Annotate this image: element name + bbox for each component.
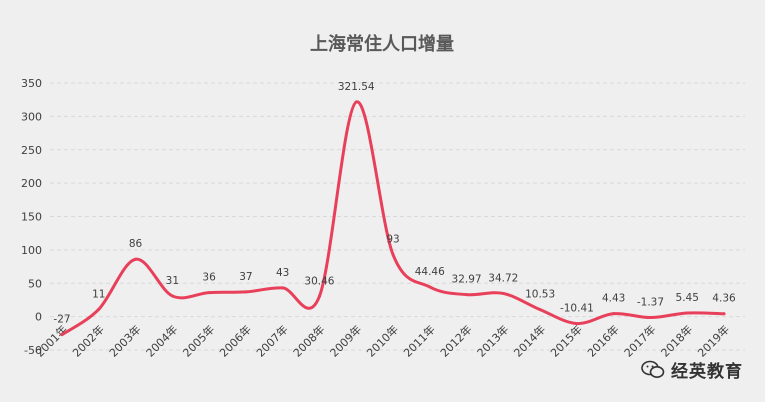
data-point — [391, 253, 395, 257]
data-point — [60, 333, 64, 337]
data-label: 86 — [129, 238, 143, 250]
data-point — [244, 290, 248, 294]
data-point — [428, 285, 432, 289]
y-tick-label: 150 — [21, 211, 42, 224]
watermark-text: 经英教育 — [671, 362, 743, 382]
data-label: 4.43 — [602, 293, 625, 305]
data-point — [722, 312, 726, 316]
y-tick-label: -50 — [24, 344, 42, 357]
y-tick-label: 250 — [21, 144, 42, 157]
y-tick-label: 300 — [21, 110, 42, 123]
y-tick-label: 100 — [21, 244, 42, 257]
data-label: 5.45 — [676, 292, 699, 304]
x-tick-label: 2007年 — [253, 322, 290, 359]
data-point — [207, 291, 211, 295]
data-point — [317, 294, 321, 298]
x-tick-label: 2013年 — [474, 322, 511, 359]
wechat-icon — [641, 360, 665, 378]
data-label: 37 — [239, 271, 252, 283]
data-point — [354, 100, 358, 104]
data-label: -1.37 — [637, 297, 664, 309]
x-tick-label: 2011年 — [400, 322, 437, 359]
data-point — [685, 311, 689, 315]
data-label: 34.72 — [488, 272, 518, 284]
data-label: 44.46 — [415, 266, 445, 278]
data-point — [612, 312, 616, 316]
data-label: 321.54 — [338, 81, 375, 93]
data-label: 30.46 — [304, 275, 334, 287]
series-line — [60, 100, 726, 337]
x-tick-label: 2012年 — [437, 322, 474, 359]
y-tick-label: 50 — [28, 277, 42, 290]
data-label: 31 — [166, 275, 179, 287]
x-tick-label: 2009年 — [327, 322, 364, 359]
x-tick-label: 2017年 — [621, 322, 658, 359]
x-tick-label: 2001年 — [33, 322, 70, 359]
x-tick-label: 2003年 — [106, 322, 143, 359]
x-tick-label: 2016年 — [584, 322, 621, 359]
data-point — [170, 294, 174, 298]
x-tick-label: 2010年 — [364, 322, 401, 359]
data-point — [134, 257, 138, 261]
data-label: 93 — [386, 234, 399, 246]
x-tick-label: 2008年 — [290, 322, 327, 359]
data-point — [575, 322, 579, 326]
y-tick-label: 350 — [21, 77, 42, 90]
x-tick-label: 2006年 — [217, 322, 254, 359]
data-point — [465, 293, 469, 297]
data-point — [648, 316, 652, 320]
x-tick-label: 2004年 — [143, 322, 180, 359]
data-point — [538, 308, 542, 312]
data-label: 43 — [276, 267, 289, 279]
data-label: 10.53 — [525, 289, 555, 301]
data-label: 4.36 — [712, 293, 736, 305]
chart-title: 上海常住人口增量 — [310, 33, 454, 55]
data-label: 32.97 — [452, 274, 482, 286]
data-label: 11 — [92, 288, 105, 300]
data-point — [97, 307, 101, 311]
data-label: -27 — [53, 314, 70, 326]
data-label: -10.41 — [560, 303, 594, 315]
x-tick-label: 2005年 — [180, 322, 217, 359]
x-tick-label: 2015年 — [548, 322, 585, 359]
data-point — [501, 291, 505, 295]
watermark: 经英教育 — [641, 357, 743, 382]
x-tick-label: 2019年 — [695, 322, 732, 359]
y-tick-label: 200 — [21, 177, 42, 190]
x-tick-label: 2018年 — [658, 322, 695, 359]
data-point — [281, 286, 285, 290]
y-tick-label: 0 — [35, 311, 42, 324]
x-tick-label: 2014年 — [511, 322, 548, 359]
data-label: 36 — [202, 272, 216, 284]
